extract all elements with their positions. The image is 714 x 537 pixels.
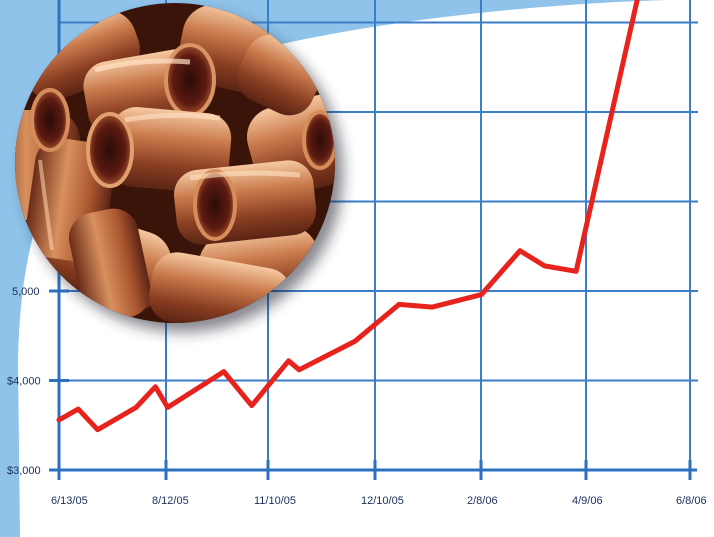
- x-tick-label: 6/8/06: [676, 495, 707, 507]
- y-tick-label: 5,000: [12, 286, 40, 298]
- x-tick-label: 2/8/06: [467, 495, 498, 507]
- x-tick-label: 11/10/05: [254, 495, 296, 507]
- y-tick-label: $3,000: [7, 465, 41, 477]
- x-tick-label: 8/12/05: [152, 495, 189, 507]
- y-axis-ticks: $3,000 $4,000 5,000: [7, 286, 69, 477]
- series-layer: [56, 0, 640, 433]
- x-tick-label: 4/9/06: [572, 495, 603, 507]
- y-tick-label: $4,000: [7, 376, 41, 388]
- series-line: [56, 0, 640, 433]
- x-tick-label: 6/13/05: [51, 495, 88, 507]
- x-axis-ticks: 6/13/05 8/12/05 11/10/05 12/10/05 2/8/06 4/9/…: [51, 460, 707, 507]
- copper-tubes-photo: [15, 3, 343, 332]
- x-tick-label: 12/10/05: [361, 495, 404, 507]
